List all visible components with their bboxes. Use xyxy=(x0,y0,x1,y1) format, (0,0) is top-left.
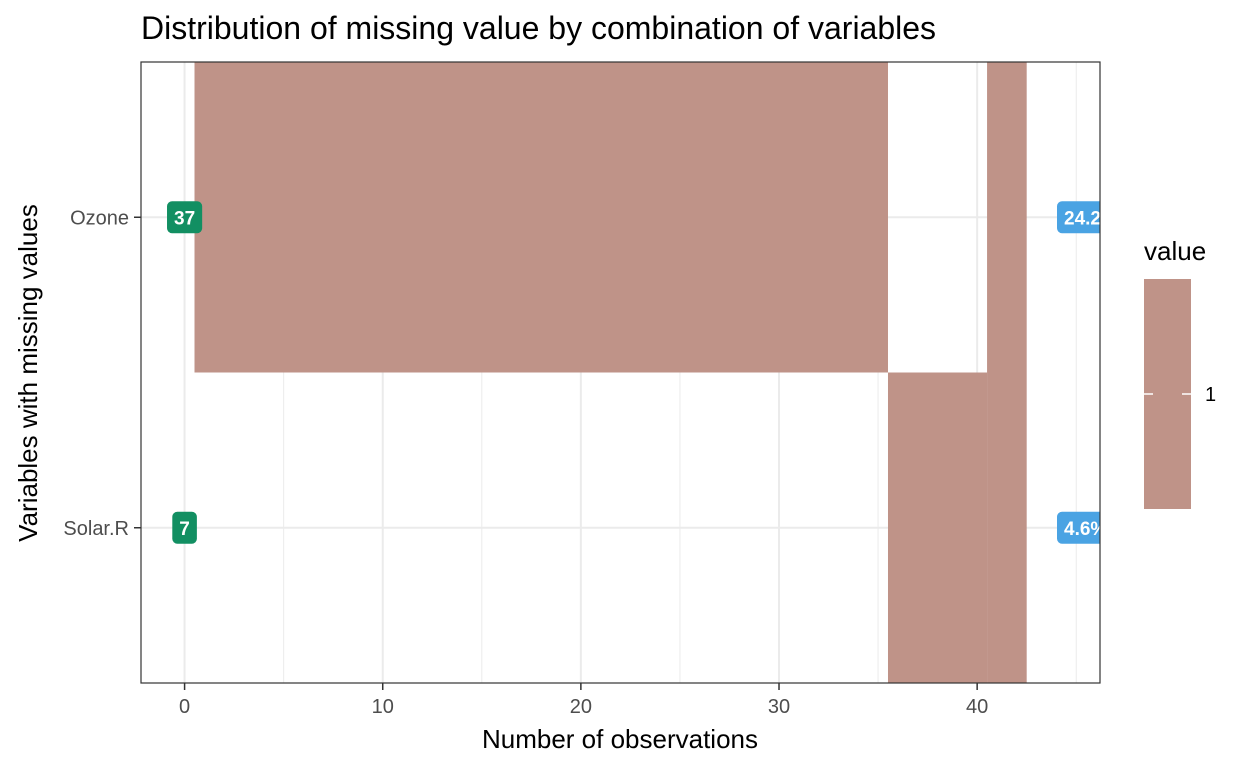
count-badge-box xyxy=(167,201,203,234)
panel-border xyxy=(140,61,1101,684)
legend-label: 1 xyxy=(1205,384,1216,406)
count-badge-text: 37 xyxy=(174,208,195,229)
tile xyxy=(987,62,1027,373)
x-tick-label: 30 xyxy=(768,696,790,718)
percent-badge-box xyxy=(1057,201,1100,234)
y-tick-label: Ozone xyxy=(70,207,129,229)
count-badge-box xyxy=(172,511,197,544)
x-tick-label: 10 xyxy=(372,696,394,718)
y-tick-label: Solar.R xyxy=(63,518,129,540)
tile xyxy=(887,372,988,683)
x-tick-label: 40 xyxy=(966,696,988,718)
tile xyxy=(987,372,1027,683)
x-tick-label: 0 xyxy=(179,696,190,718)
y-axis-title: Variables with missing values xyxy=(13,204,43,542)
tiles xyxy=(194,62,1027,683)
percent-badge-text: 24.2 xyxy=(1064,208,1101,229)
x-tick-label: 20 xyxy=(570,696,592,718)
x-axis-title: Number of observations xyxy=(482,724,758,754)
percent-badge-box xyxy=(1057,511,1100,544)
chart-title: Distribution of missing value by combina… xyxy=(141,10,936,46)
y-axis: Ozone Solar.R xyxy=(63,207,141,540)
percent-badge-text: 4.6% xyxy=(1064,519,1107,540)
count-badge: 7 xyxy=(172,511,197,544)
count-badge-text: 7 xyxy=(179,519,190,540)
tile xyxy=(194,62,888,373)
legend-title: value xyxy=(1144,236,1206,266)
badges: 37 7 24.2 4.6% xyxy=(167,201,1107,544)
legend: value 1 xyxy=(1144,236,1216,509)
count-badge: 37 xyxy=(167,201,203,234)
percent-badge: 24.2 xyxy=(1057,201,1101,234)
percent-badge: 4.6% xyxy=(1057,511,1107,544)
x-axis: 0 10 20 30 40 xyxy=(179,683,988,718)
